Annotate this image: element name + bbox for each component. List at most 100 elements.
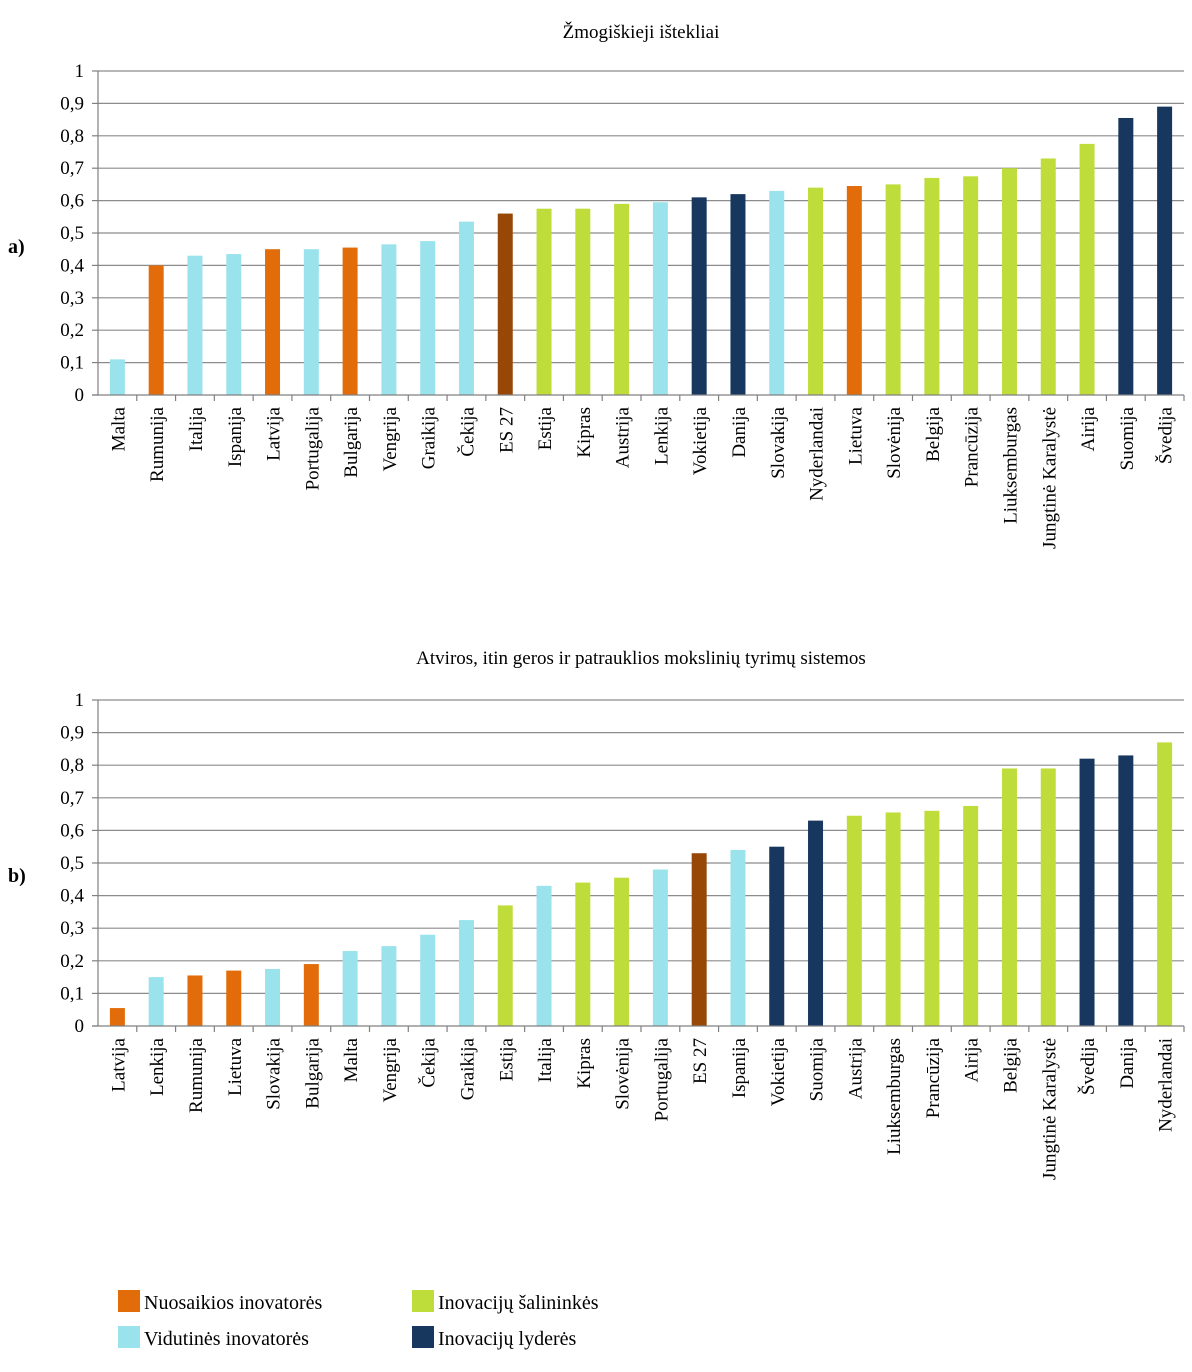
x-category-label: Vokietija [690, 406, 711, 475]
bar-ispanija [730, 849, 746, 1026]
chart-b: Atviros, itin geros ir patrauklios moksl… [8, 648, 1185, 1180]
legend-label-lyderes: Inovacijų lyderės [438, 1328, 576, 1350]
legend-swatch-nuosaikios [118, 1290, 140, 1312]
x-category-label: Latvija [264, 406, 285, 460]
bar-estija [497, 905, 513, 1026]
x-category-label: Airija [1078, 406, 1099, 451]
bar-suomija [808, 820, 824, 1026]
bar-rumunija [148, 265, 164, 395]
x-category-label: Lenkija [651, 406, 672, 465]
x-category-label: Slovėnija [884, 406, 905, 478]
y-tick-label: 1 [75, 61, 85, 82]
bar-bulgarija [342, 247, 358, 395]
bar-lenkija [652, 202, 668, 395]
bar-rumunija [187, 975, 203, 1026]
bar-jungtinė-karalystė [1040, 768, 1056, 1026]
x-category-label: ES 27 [496, 407, 517, 453]
bar-danija [730, 194, 746, 395]
bar-graikija [420, 241, 436, 395]
bar-suomija [1118, 117, 1134, 395]
x-category-label: Čekija [418, 1037, 440, 1087]
bar-italija [536, 885, 552, 1026]
x-category-label: Slovakija [768, 406, 789, 478]
bar-vokietija [691, 197, 707, 395]
bar-malta [342, 951, 358, 1026]
x-category-label: Švedija [1155, 406, 1177, 464]
y-tick-label: 0,1 [60, 983, 84, 1004]
x-category-label: Danija [729, 406, 750, 457]
bar-liuksemburgas [1001, 168, 1017, 395]
x-category-label: Austrija [845, 1037, 866, 1099]
y-tick-label: 0,1 [60, 353, 84, 374]
bar-portugalija [652, 869, 668, 1026]
legend-label-salininkes: Inovacijų šalininkės [438, 1292, 599, 1314]
x-category-label: Slovakija [264, 1037, 285, 1109]
x-category-label: Kipras [574, 1038, 595, 1089]
bar-bulgarija [303, 964, 319, 1026]
x-category-label: Italija [535, 1037, 556, 1082]
bar-graikija [458, 920, 474, 1026]
bar-lietuva [226, 970, 242, 1026]
bar-es-27 [497, 213, 513, 395]
y-tick-label: 0 [75, 385, 85, 406]
legend-swatch-salininkes [412, 1290, 434, 1312]
bar-airija [963, 805, 979, 1026]
y-tick-label: 0,7 [60, 158, 84, 179]
x-category-label: Rumunija [186, 1037, 207, 1113]
y-tick-label: 0,2 [60, 951, 84, 972]
x-category-label: Lenkija [147, 1037, 168, 1096]
bar-austrija [614, 203, 630, 395]
x-category-label: Nyderlandai [1156, 1038, 1177, 1132]
bar-latvija [109, 1008, 125, 1026]
bar-belgija [924, 177, 940, 395]
bar-švedija [1079, 758, 1095, 1026]
bar-lietuva [846, 186, 862, 395]
y-tick-label: 0,5 [60, 853, 84, 874]
y-tick-label: 0,6 [60, 191, 84, 212]
bar-malta [109, 359, 125, 395]
bar-italija [187, 255, 203, 395]
y-tick-label: 0,9 [60, 723, 84, 744]
bar-kipras [575, 208, 591, 395]
x-category-label: Bulgarija [302, 1037, 323, 1108]
bar-belgija [1001, 768, 1017, 1026]
y-tick-label: 0,6 [60, 820, 84, 841]
x-category-label: Liuksemburgas [884, 1038, 905, 1155]
x-category-label: ES 27 [690, 1038, 711, 1084]
y-tick-label: 0,2 [60, 320, 84, 341]
bar-kipras [575, 882, 591, 1026]
x-category-label: Ispanija [225, 406, 246, 467]
x-category-label: Estija [535, 406, 556, 450]
x-category-label: Jungtinė Karalystė [1039, 407, 1060, 549]
panel-label: b) [8, 865, 26, 887]
chart-title: Atviros, itin geros ir patrauklios moksl… [416, 648, 866, 669]
bar-vokietija [769, 846, 785, 1026]
x-category-label: Graikija [457, 1037, 478, 1100]
x-category-label: Belgija [1000, 1037, 1021, 1092]
bar-slovėnija [614, 877, 630, 1026]
bar-estija [536, 208, 552, 395]
bar-danija [1118, 755, 1134, 1026]
bar-čekija [420, 934, 436, 1026]
y-tick-label: 0,7 [60, 788, 84, 809]
bar-slovakija [265, 968, 281, 1026]
bar-prancūzija [924, 810, 940, 1026]
y-tick-label: 0,8 [60, 126, 84, 147]
y-tick-label: 0,3 [60, 918, 84, 939]
x-category-label: Austrija [613, 406, 634, 468]
x-category-label: Danija [1117, 1037, 1138, 1088]
x-category-label: Lietuva [225, 1037, 246, 1096]
legend-swatch-vidutines [118, 1326, 140, 1348]
bar-švedija [1157, 106, 1173, 395]
x-category-label: Bulgarija [341, 406, 362, 477]
y-tick-label: 0,5 [60, 223, 84, 244]
x-category-label: Suomija [1117, 406, 1138, 470]
bar-nyderlandai [1157, 742, 1173, 1026]
bar-čekija [458, 221, 474, 395]
x-category-label: Portugalija [651, 1037, 672, 1121]
x-category-label: Kipras [574, 407, 595, 458]
bar-slovėnija [885, 184, 901, 395]
x-category-label: Prancūzija [962, 406, 983, 487]
chart-title: Žmogiškieji ištekliai [563, 21, 720, 43]
